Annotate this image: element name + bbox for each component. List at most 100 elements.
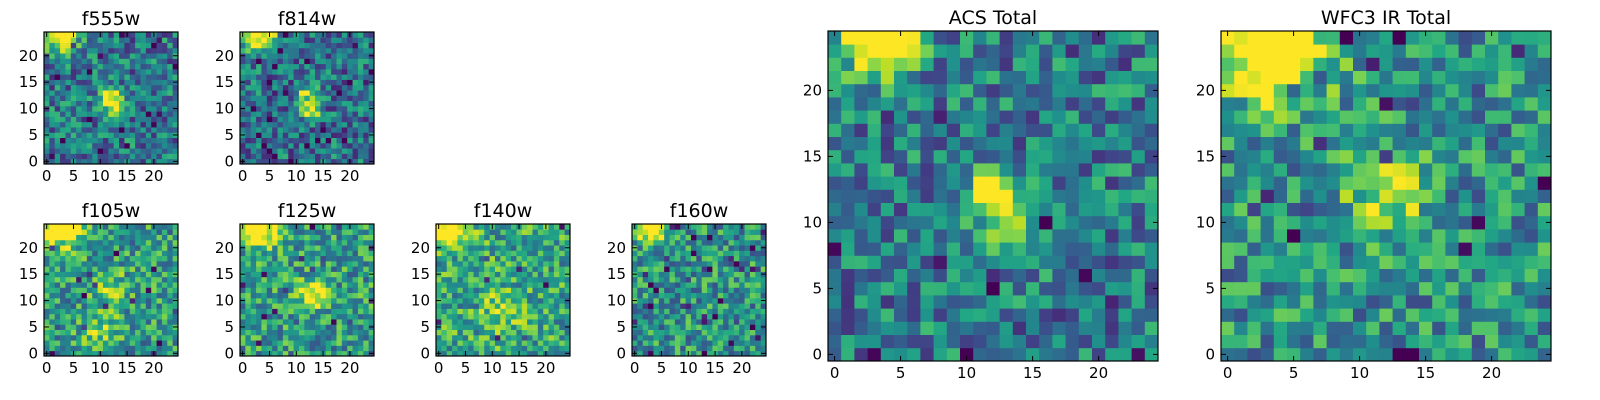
heatmap-cell <box>462 345 469 352</box>
heatmap-cell <box>1144 70 1159 85</box>
heatmap-cell <box>723 308 729 315</box>
heatmap-cell <box>357 329 364 336</box>
heatmap-cell <box>315 250 321 257</box>
heatmap-cell <box>70 95 77 102</box>
heatmap-cell <box>841 347 855 362</box>
heatmap-cell <box>277 329 284 336</box>
heatmap-cell <box>129 313 136 320</box>
heatmap-cell <box>1078 83 1093 98</box>
heatmap-cell <box>49 90 56 96</box>
heatmap-cell <box>1131 149 1146 164</box>
heatmap-cell <box>336 250 343 257</box>
heatmap-cell <box>728 340 735 346</box>
heatmap-cell <box>1234 229 1248 243</box>
heatmap-cell <box>92 250 98 257</box>
heatmap-cell <box>1458 255 1473 269</box>
heatmap-cell <box>245 127 252 133</box>
heatmap-cell <box>468 260 474 267</box>
heatmap-cell <box>156 276 163 283</box>
heatmap-cell <box>167 340 174 346</box>
heatmap-cell <box>65 255 72 262</box>
heatmap-cell <box>707 224 713 230</box>
heatmap-cell <box>65 68 72 75</box>
heatmap-cell <box>564 319 571 325</box>
heatmap-cell <box>685 276 692 283</box>
heatmap-cell <box>1092 321 1106 335</box>
heatmap-cell <box>368 63 375 70</box>
y-tick-label: 5 <box>224 126 234 144</box>
heatmap-cell <box>70 287 77 294</box>
heatmap-cell <box>1313 242 1327 256</box>
heatmap-cell <box>81 37 88 43</box>
heatmap-cell <box>1366 268 1380 283</box>
heatmap-cell <box>336 224 343 230</box>
heatmap-cell <box>664 224 670 230</box>
heatmap-cell <box>537 329 544 336</box>
heatmap-cell <box>331 345 337 352</box>
heatmap-cell <box>1392 202 1407 217</box>
heatmap-cell <box>1012 202 1027 217</box>
heatmap-cell <box>363 266 370 272</box>
heatmap-cell <box>368 84 375 91</box>
heatmap-cell <box>70 148 77 154</box>
heatmap-cell <box>1144 229 1159 243</box>
heatmap-cell <box>658 324 665 330</box>
heatmap-cell <box>760 303 767 309</box>
heatmap-cell <box>1405 215 1420 230</box>
heatmap-cell <box>894 97 908 111</box>
heatmap-cell <box>880 308 895 322</box>
heatmap-cell <box>960 308 974 322</box>
heatmap-cell <box>357 63 364 70</box>
heatmap-cell <box>325 260 332 267</box>
heatmap-cell <box>553 245 560 251</box>
heatmap-cell <box>347 250 353 257</box>
heatmap-cell <box>854 334 868 349</box>
heatmap-cell <box>156 63 163 70</box>
heatmap-cell <box>960 70 974 85</box>
heatmap-cell <box>315 32 321 38</box>
heatmap-cell <box>986 281 1000 296</box>
heatmap-cell <box>696 313 703 320</box>
heatmap-cell <box>293 148 300 154</box>
heatmap-cell <box>363 340 370 346</box>
heatmap-cell <box>532 345 539 352</box>
heatmap-cell <box>266 116 273 123</box>
heatmap-cell <box>86 287 93 294</box>
heatmap-cell <box>129 324 136 330</box>
heatmap-cell <box>532 308 539 315</box>
heatmap-cell <box>537 292 544 299</box>
heatmap-cell <box>363 42 370 49</box>
heatmap-cell <box>135 47 141 54</box>
heatmap-cell <box>336 42 343 49</box>
heatmap-cell <box>1092 83 1106 98</box>
heatmap-cell <box>521 313 528 320</box>
heatmap-cell <box>739 297 745 304</box>
heatmap-cell <box>1366 334 1380 349</box>
heatmap-cell <box>315 292 321 299</box>
heatmap-cell <box>325 148 332 154</box>
heatmap-cell <box>293 95 300 102</box>
heatmap-cell <box>250 345 257 352</box>
heatmap-cell <box>363 111 370 117</box>
heatmap-cell <box>1353 255 1367 269</box>
heatmap-cell <box>288 121 294 128</box>
heatmap-cell <box>240 334 246 341</box>
heatmap-cell <box>240 42 246 49</box>
heatmap-cell <box>76 313 82 320</box>
heatmap-cell <box>462 334 469 341</box>
heatmap-cell <box>505 334 512 341</box>
heatmap-cell <box>250 42 257 49</box>
heatmap-cell <box>696 250 703 257</box>
heatmap-cell <box>1511 347 1525 362</box>
heatmap-cell <box>368 37 375 43</box>
heatmap-cell <box>505 229 512 235</box>
heatmap-cell <box>86 153 93 160</box>
heatmap-cell <box>559 350 566 357</box>
heatmap-cell <box>723 287 729 294</box>
heatmap-cell <box>537 308 544 315</box>
heatmap-cell <box>1052 31 1066 45</box>
heatmap-cell <box>320 319 327 325</box>
heatmap-cell <box>473 329 480 336</box>
heatmap-cell <box>1511 255 1525 269</box>
heatmap-cell <box>119 313 125 320</box>
